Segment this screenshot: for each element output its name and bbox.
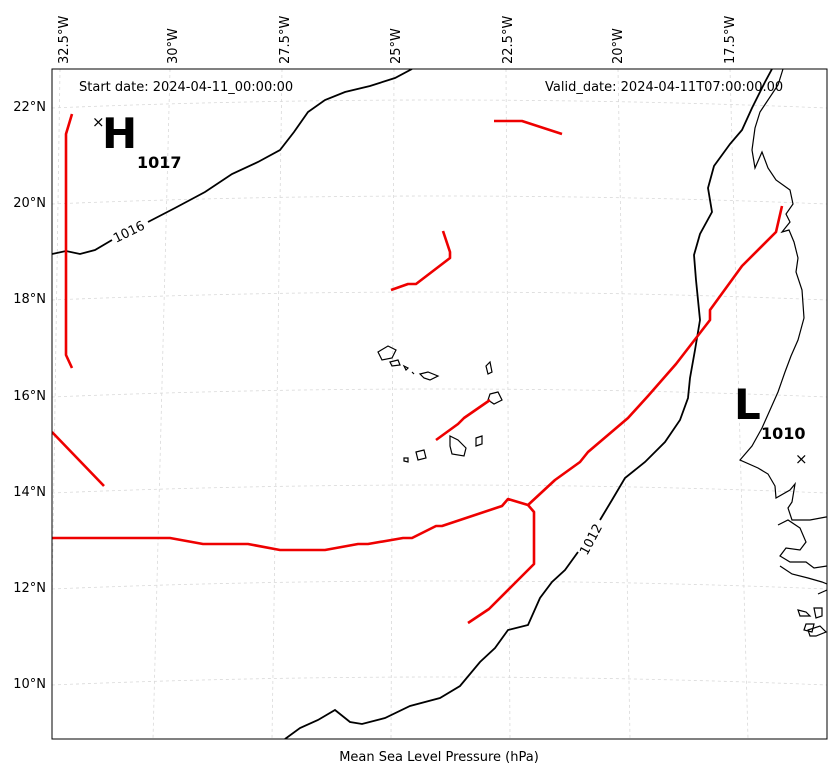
high-pressure-center: × H 1017 — [92, 109, 182, 172]
lon-tick-label: 25°W — [389, 28, 404, 64]
high-symbol: H — [102, 109, 137, 158]
front-line — [527, 205, 784, 506]
low-marker-icon: × — [795, 450, 808, 468]
coastline-africa — [739, 69, 827, 637]
front-line — [390, 230, 452, 292]
isobar-label-1016: 1016 — [111, 219, 147, 247]
lat-tick-label: 12°N — [13, 581, 46, 596]
lon-tick-label: 27.5°W — [278, 16, 293, 64]
lat-tick-label: 22°N — [13, 100, 46, 115]
low-pressure-center: L 1010 × — [734, 380, 808, 468]
front-line — [435, 398, 491, 442]
front-line — [52, 497, 536, 625]
lat-tick-label: 20°N — [13, 196, 46, 211]
isobar-lines — [52, 69, 773, 739]
isobar-1016-line — [52, 69, 413, 255]
front-line — [494, 119, 563, 136]
lat-tick-label: 16°N — [13, 389, 46, 404]
lon-tick-label: 32.5°W — [57, 16, 72, 64]
high-pressure-value: 1017 — [137, 153, 182, 172]
map-caption: Mean Sea Level Pressure (hPa) — [339, 750, 539, 765]
high-marker-icon: × — [92, 113, 105, 131]
longitude-tick-labels: 32.5°W 30°W 27.5°W 25°W 22.5°W 20°W 17.5… — [57, 16, 738, 64]
latitude-tick-labels: 22°N 20°N 18°N 16°N 14°N 12°N 10°N — [13, 100, 46, 692]
lat-tick-label: 10°N — [13, 677, 46, 692]
map-frame — [51, 68, 828, 740]
front-line — [64, 113, 74, 369]
low-pressure-value: 1010 — [761, 424, 806, 443]
isobar-1012-line — [284, 69, 773, 739]
start-date-label: Start date: 2024-04-11_00:00:00 — [79, 80, 293, 95]
cape-verde-islands — [377, 345, 503, 463]
low-symbol: L — [734, 380, 761, 429]
lon-tick-label: 17.5°W — [723, 16, 738, 64]
lon-tick-label: 22.5°W — [501, 16, 516, 64]
isobar-label-1012: 1012 — [577, 522, 606, 558]
graticule — [52, 69, 827, 739]
lat-tick-label: 14°N — [13, 485, 46, 500]
front-lines — [52, 113, 784, 625]
lon-tick-label: 30°W — [166, 28, 181, 64]
valid-date-label: Valid_date: 2024-04-11T07:00:00.00 — [545, 80, 783, 95]
front-line — [52, 431, 105, 487]
lat-tick-label: 18°N — [13, 292, 46, 307]
lon-tick-label: 20°W — [611, 28, 626, 64]
